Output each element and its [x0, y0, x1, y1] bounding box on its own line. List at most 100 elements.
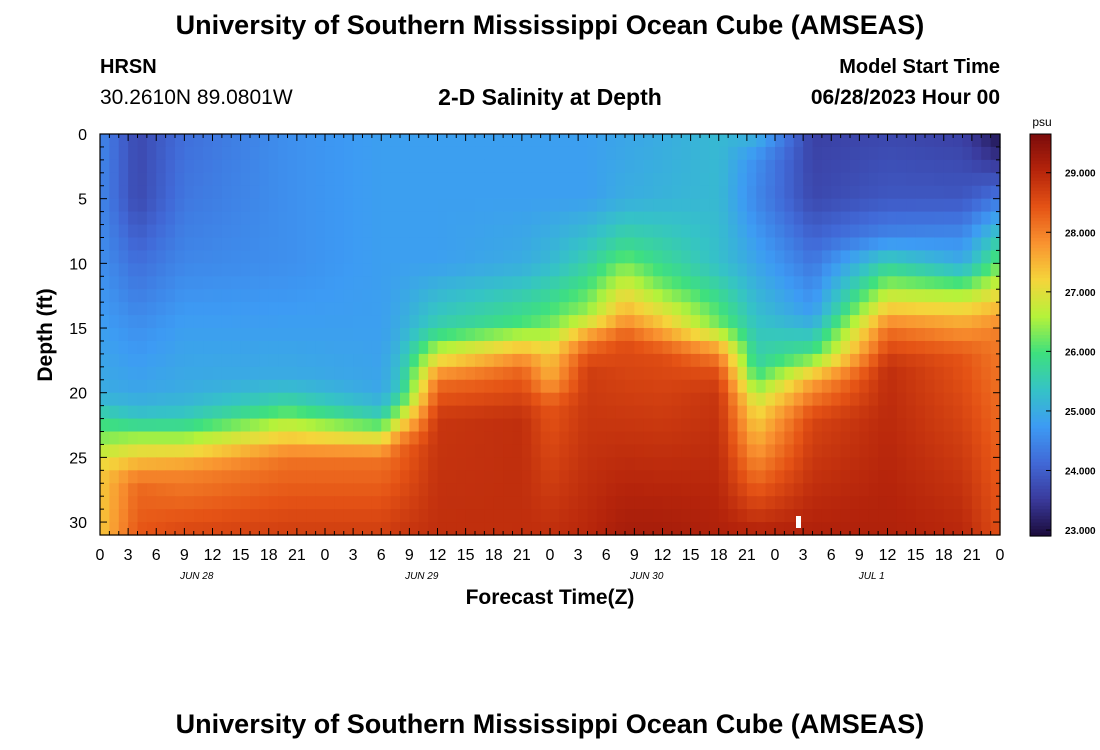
heatmap-cell — [146, 211, 157, 226]
heatmap-cell — [240, 289, 251, 303]
heatmap-cell — [878, 509, 889, 523]
colorbar-cell — [1030, 371, 1051, 376]
heatmap-cell — [418, 353, 429, 368]
heatmap-cell — [990, 328, 1001, 342]
heatmap-cell — [981, 146, 992, 161]
colorbar-cell — [1030, 425, 1051, 430]
heatmap-cell — [887, 379, 898, 394]
heatmap-cell — [203, 457, 214, 471]
heatmap-cell — [953, 328, 964, 342]
heatmap-cell — [681, 431, 692, 446]
heatmap-cell — [906, 496, 917, 510]
heatmap-cell — [765, 185, 776, 200]
heatmap-cell — [587, 353, 598, 368]
heatmap-cell — [784, 340, 795, 355]
heatmap-cell — [418, 315, 429, 329]
heatmap-cell — [784, 496, 795, 510]
heatmap-cell — [109, 315, 120, 329]
heatmap-cell — [521, 134, 532, 148]
heatmap-cell — [625, 470, 635, 484]
heatmap-cell — [746, 340, 757, 355]
heatmap-cell — [315, 522, 326, 536]
heatmap-cell — [634, 250, 645, 264]
heatmap-cell — [325, 483, 335, 497]
heatmap-cell — [775, 224, 785, 239]
heatmap-cell — [615, 496, 626, 510]
heatmap-cell — [728, 340, 739, 355]
heatmap-cell — [428, 431, 439, 446]
colorbar-cell — [1030, 469, 1051, 473]
colorbar-cell — [1030, 442, 1051, 447]
heatmap-cell — [165, 146, 176, 161]
heatmap-cell — [137, 250, 148, 264]
heatmap-cell — [409, 185, 420, 200]
heatmap-cell — [371, 379, 382, 394]
heatmap-cell — [859, 198, 870, 213]
heatmap-cell — [756, 431, 767, 446]
heatmap-cell — [887, 211, 898, 226]
heatmap-cell — [868, 237, 879, 252]
heatmap-cell — [868, 379, 879, 394]
heatmap-cell — [953, 379, 964, 394]
heatmap-cell — [540, 431, 551, 446]
heatmap-cell — [400, 146, 410, 161]
heatmap-cell — [850, 302, 860, 316]
heatmap-cell — [662, 237, 673, 252]
heatmap-cell — [587, 418, 598, 433]
heatmap-cell — [278, 159, 289, 174]
heatmap-cell — [681, 172, 692, 187]
heatmap-cell — [428, 457, 439, 471]
heatmap-cell — [925, 159, 935, 174]
heatmap-cell — [896, 159, 907, 174]
heatmap-cell — [128, 134, 139, 148]
heatmap-cell — [962, 328, 973, 342]
heatmap-cell — [484, 496, 495, 510]
heatmap-cell — [231, 483, 242, 497]
heatmap-cell — [100, 289, 110, 303]
heatmap-cell — [437, 353, 448, 368]
colorbar-cell — [1030, 338, 1051, 343]
heatmap-cell — [981, 302, 992, 316]
heatmap-cell — [831, 315, 842, 329]
heatmap-cell — [353, 185, 364, 200]
heatmap-cell — [221, 366, 232, 381]
heatmap-cell — [550, 496, 560, 510]
heatmap-cell — [306, 340, 317, 355]
heatmap-cell — [531, 431, 542, 446]
heatmap-cell — [896, 366, 907, 381]
heatmap-cell — [700, 353, 710, 368]
heatmap-cell — [606, 457, 617, 471]
heatmap-cell — [540, 289, 551, 303]
heatmap-cell — [653, 496, 664, 510]
heatmap-cell — [175, 509, 185, 523]
heatmap-cell — [906, 457, 917, 471]
heatmap-cell — [193, 366, 204, 381]
x-tick-label: 0 — [996, 547, 1005, 564]
heatmap-cell — [896, 185, 907, 200]
heatmap-cell — [934, 146, 945, 161]
heatmap-cell — [259, 418, 270, 433]
heatmap-cell — [681, 315, 692, 329]
heatmap-cell — [821, 276, 832, 290]
heatmap-cell — [775, 263, 785, 277]
heatmap-cell — [690, 315, 701, 329]
heatmap-cell — [971, 483, 982, 497]
heatmap-cell — [953, 198, 964, 213]
heatmap-cell — [803, 418, 814, 433]
heatmap-cell — [653, 211, 664, 226]
heatmap-cell — [437, 392, 448, 407]
heatmap-cell — [231, 237, 242, 252]
heatmap-cell — [625, 509, 635, 523]
footer-title: University of Southern Mississippi Ocean… — [175, 709, 925, 739]
heatmap-cell — [850, 340, 860, 355]
heatmap-cell — [465, 263, 476, 277]
heatmap-cell — [775, 328, 785, 342]
heatmap-cell — [156, 276, 167, 290]
heatmap-cell — [662, 405, 673, 420]
heatmap-cell — [559, 366, 570, 381]
heatmap-cell — [212, 392, 223, 407]
heatmap-cell — [118, 302, 129, 316]
heatmap-cell — [475, 134, 485, 148]
heatmap-cell — [381, 328, 392, 342]
heatmap-cell — [840, 392, 851, 407]
